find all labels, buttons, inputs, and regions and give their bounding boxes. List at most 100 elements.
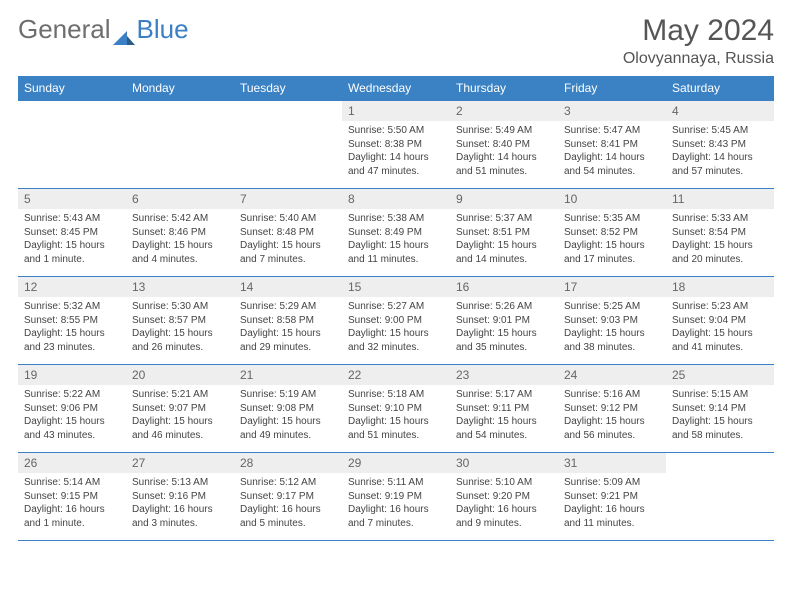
day-details: Sunrise: 5:22 AMSunset: 9:06 PMDaylight:… [18, 385, 126, 446]
day-number: 4 [666, 101, 774, 121]
calendar-cell [666, 453, 774, 541]
calendar-cell: 22Sunrise: 5:18 AMSunset: 9:10 PMDayligh… [342, 365, 450, 453]
day-number: 25 [666, 365, 774, 385]
calendar-cell: 6Sunrise: 5:42 AMSunset: 8:46 PMDaylight… [126, 189, 234, 277]
day-number: 26 [18, 453, 126, 473]
day-number: 31 [558, 453, 666, 473]
calendar-cell: 16Sunrise: 5:26 AMSunset: 9:01 PMDayligh… [450, 277, 558, 365]
calendar-cell: 26Sunrise: 5:14 AMSunset: 9:15 PMDayligh… [18, 453, 126, 541]
calendar-cell: 17Sunrise: 5:25 AMSunset: 9:03 PMDayligh… [558, 277, 666, 365]
day-details: Sunrise: 5:42 AMSunset: 8:46 PMDaylight:… [126, 209, 234, 270]
day-details: Sunrise: 5:45 AMSunset: 8:43 PMDaylight:… [666, 121, 774, 182]
weekday-header: Tuesday [234, 76, 342, 101]
title-block: May 2024 Olovyannaya, Russia [623, 14, 774, 68]
calendar-cell: 21Sunrise: 5:19 AMSunset: 9:08 PMDayligh… [234, 365, 342, 453]
day-number: 16 [450, 277, 558, 297]
day-number: 15 [342, 277, 450, 297]
day-details: Sunrise: 5:09 AMSunset: 9:21 PMDaylight:… [558, 473, 666, 534]
weekday-header: Saturday [666, 76, 774, 101]
calendar-week-row: 5Sunrise: 5:43 AMSunset: 8:45 PMDaylight… [18, 189, 774, 277]
calendar-cell: 27Sunrise: 5:13 AMSunset: 9:16 PMDayligh… [126, 453, 234, 541]
day-number: 21 [234, 365, 342, 385]
day-number: 28 [234, 453, 342, 473]
day-details: Sunrise: 5:11 AMSunset: 9:19 PMDaylight:… [342, 473, 450, 534]
calendar-cell: 13Sunrise: 5:30 AMSunset: 8:57 PMDayligh… [126, 277, 234, 365]
day-details: Sunrise: 5:15 AMSunset: 9:14 PMDaylight:… [666, 385, 774, 446]
calendar-body: 1Sunrise: 5:50 AMSunset: 8:38 PMDaylight… [18, 101, 774, 541]
calendar-cell [126, 101, 234, 189]
calendar-table: SundayMondayTuesdayWednesdayThursdayFrid… [18, 76, 774, 541]
day-number: 18 [666, 277, 774, 297]
triangle-icon [113, 21, 135, 39]
day-number: 7 [234, 189, 342, 209]
day-details: Sunrise: 5:13 AMSunset: 9:16 PMDaylight:… [126, 473, 234, 534]
day-details: Sunrise: 5:16 AMSunset: 9:12 PMDaylight:… [558, 385, 666, 446]
calendar-cell: 7Sunrise: 5:40 AMSunset: 8:48 PMDaylight… [234, 189, 342, 277]
calendar-cell: 20Sunrise: 5:21 AMSunset: 9:07 PMDayligh… [126, 365, 234, 453]
header: General Blue May 2024 Olovyannaya, Russi… [18, 14, 774, 68]
month-title: May 2024 [623, 14, 774, 48]
day-number: 22 [342, 365, 450, 385]
calendar-cell [18, 101, 126, 189]
day-details: Sunrise: 5:43 AMSunset: 8:45 PMDaylight:… [18, 209, 126, 270]
location: Olovyannaya, Russia [623, 50, 774, 68]
day-details: Sunrise: 5:17 AMSunset: 9:11 PMDaylight:… [450, 385, 558, 446]
day-details: Sunrise: 5:10 AMSunset: 9:20 PMDaylight:… [450, 473, 558, 534]
day-number: 23 [450, 365, 558, 385]
day-details: Sunrise: 5:33 AMSunset: 8:54 PMDaylight:… [666, 209, 774, 270]
calendar-cell: 12Sunrise: 5:32 AMSunset: 8:55 PMDayligh… [18, 277, 126, 365]
day-number: 19 [18, 365, 126, 385]
day-details: Sunrise: 5:47 AMSunset: 8:41 PMDaylight:… [558, 121, 666, 182]
day-number: 13 [126, 277, 234, 297]
calendar-cell: 25Sunrise: 5:15 AMSunset: 9:14 PMDayligh… [666, 365, 774, 453]
day-details: Sunrise: 5:29 AMSunset: 8:58 PMDaylight:… [234, 297, 342, 358]
calendar-week-row: 1Sunrise: 5:50 AMSunset: 8:38 PMDaylight… [18, 101, 774, 189]
calendar-cell: 1Sunrise: 5:50 AMSunset: 8:38 PMDaylight… [342, 101, 450, 189]
calendar-header-row: SundayMondayTuesdayWednesdayThursdayFrid… [18, 76, 774, 101]
day-details: Sunrise: 5:50 AMSunset: 8:38 PMDaylight:… [342, 121, 450, 182]
calendar-cell: 10Sunrise: 5:35 AMSunset: 8:52 PMDayligh… [558, 189, 666, 277]
weekday-header: Sunday [18, 76, 126, 101]
calendar-cell: 28Sunrise: 5:12 AMSunset: 9:17 PMDayligh… [234, 453, 342, 541]
day-details: Sunrise: 5:12 AMSunset: 9:17 PMDaylight:… [234, 473, 342, 534]
calendar-cell: 9Sunrise: 5:37 AMSunset: 8:51 PMDaylight… [450, 189, 558, 277]
calendar-cell: 4Sunrise: 5:45 AMSunset: 8:43 PMDaylight… [666, 101, 774, 189]
day-number: 29 [342, 453, 450, 473]
day-details: Sunrise: 5:23 AMSunset: 9:04 PMDaylight:… [666, 297, 774, 358]
day-number: 24 [558, 365, 666, 385]
day-details: Sunrise: 5:37 AMSunset: 8:51 PMDaylight:… [450, 209, 558, 270]
day-details: Sunrise: 5:32 AMSunset: 8:55 PMDaylight:… [18, 297, 126, 358]
day-details: Sunrise: 5:19 AMSunset: 9:08 PMDaylight:… [234, 385, 342, 446]
day-number: 12 [18, 277, 126, 297]
day-number: 30 [450, 453, 558, 473]
calendar-week-row: 12Sunrise: 5:32 AMSunset: 8:55 PMDayligh… [18, 277, 774, 365]
calendar-cell [234, 101, 342, 189]
weekday-header: Monday [126, 76, 234, 101]
day-number: 2 [450, 101, 558, 121]
day-number: 10 [558, 189, 666, 209]
day-details: Sunrise: 5:30 AMSunset: 8:57 PMDaylight:… [126, 297, 234, 358]
calendar-cell: 11Sunrise: 5:33 AMSunset: 8:54 PMDayligh… [666, 189, 774, 277]
day-number: 3 [558, 101, 666, 121]
calendar-cell: 8Sunrise: 5:38 AMSunset: 8:49 PMDaylight… [342, 189, 450, 277]
day-number: 11 [666, 189, 774, 209]
day-details: Sunrise: 5:21 AMSunset: 9:07 PMDaylight:… [126, 385, 234, 446]
day-number: 9 [450, 189, 558, 209]
day-number: 8 [342, 189, 450, 209]
calendar-cell: 18Sunrise: 5:23 AMSunset: 9:04 PMDayligh… [666, 277, 774, 365]
calendar-cell: 24Sunrise: 5:16 AMSunset: 9:12 PMDayligh… [558, 365, 666, 453]
logo-text-general: General [18, 14, 111, 45]
weekday-header: Friday [558, 76, 666, 101]
calendar-cell: 15Sunrise: 5:27 AMSunset: 9:00 PMDayligh… [342, 277, 450, 365]
day-details: Sunrise: 5:18 AMSunset: 9:10 PMDaylight:… [342, 385, 450, 446]
day-details: Sunrise: 5:38 AMSunset: 8:49 PMDaylight:… [342, 209, 450, 270]
logo: General Blue [18, 14, 189, 45]
calendar-cell: 3Sunrise: 5:47 AMSunset: 8:41 PMDaylight… [558, 101, 666, 189]
weekday-header: Wednesday [342, 76, 450, 101]
day-details: Sunrise: 5:25 AMSunset: 9:03 PMDaylight:… [558, 297, 666, 358]
day-number: 6 [126, 189, 234, 209]
day-number: 27 [126, 453, 234, 473]
day-number: 20 [126, 365, 234, 385]
day-details: Sunrise: 5:49 AMSunset: 8:40 PMDaylight:… [450, 121, 558, 182]
day-details: Sunrise: 5:26 AMSunset: 9:01 PMDaylight:… [450, 297, 558, 358]
